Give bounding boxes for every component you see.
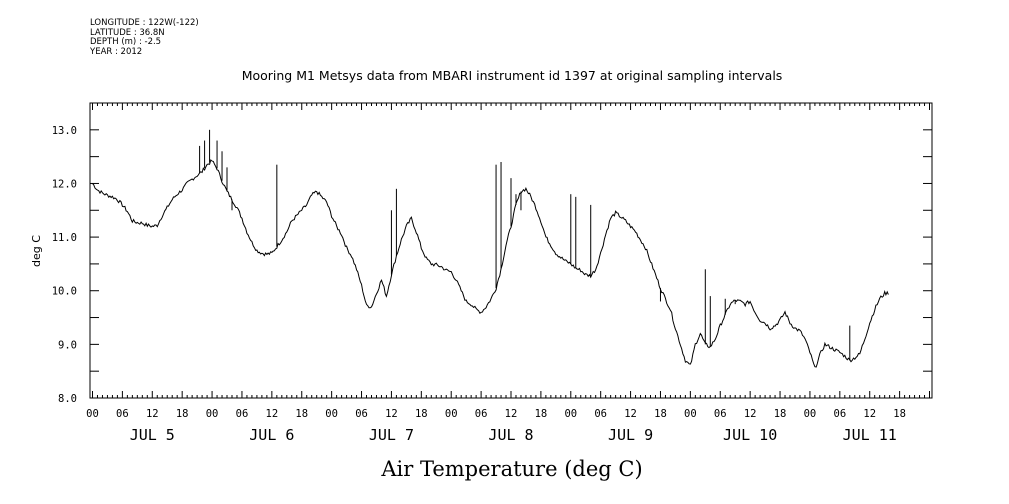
x-hour-label: 00: [86, 408, 99, 420]
x-day-label: JUL 11: [843, 426, 897, 444]
x-hour-label: 06: [355, 408, 368, 420]
y-tick-label: 13.0: [52, 125, 77, 137]
x-hour-label: 12: [385, 408, 398, 420]
axis-ticks: [90, 102, 932, 399]
x-hour-label: 00: [804, 408, 817, 420]
x-hour-label: 06: [714, 408, 727, 420]
y-tick-label: 10.0: [52, 286, 77, 298]
x-hour-label: 18: [295, 408, 308, 420]
x-hour-label: 00: [684, 408, 697, 420]
y-tick-label: 12.0: [52, 178, 77, 190]
x-day-label: JUL 7: [369, 426, 414, 444]
x-hour-label: 12: [863, 408, 876, 420]
x-hour-label: 00: [445, 408, 458, 420]
series-line: [92, 159, 889, 368]
y-axis-label: deg C: [30, 235, 43, 267]
y-tick-label: 11.0: [52, 232, 77, 244]
year-text: YEAR : 2012: [90, 46, 143, 57]
y-tick-label: 9.0: [58, 339, 77, 351]
x-hour-label: 00: [564, 408, 577, 420]
x-hour-label: 06: [236, 408, 249, 420]
x-hour-label: 06: [116, 408, 129, 420]
x-day-label: JUL 5: [130, 426, 175, 444]
x-hour-label: 00: [325, 408, 338, 420]
latitude-text: LATITUDE : 36.8N: [90, 27, 165, 38]
x-hour-label: 18: [176, 408, 189, 420]
x-day-label: JUL 9: [608, 426, 653, 444]
x-hour-label: 18: [535, 408, 548, 420]
y-tick-labels: 8.0 9.0 10.0 11.0 12.0 13.0: [52, 125, 77, 405]
x-hour-label: 12: [266, 408, 279, 420]
x-hour-label: 18: [654, 408, 667, 420]
x-hour-label: 12: [146, 408, 159, 420]
longitude-text: LONGITUDE : 122W(-122): [90, 18, 199, 28]
spike-marks: [199, 129, 851, 361]
x-hour-label: 12: [505, 408, 518, 420]
chart-title: Mooring M1 Metsys data from MBARI instru…: [242, 68, 783, 83]
x-hour-label: 12: [624, 408, 637, 420]
x-hour-label: 18: [774, 408, 787, 420]
depth-text: DEPTH (m) : -2.5: [90, 37, 162, 48]
x-axis-label: Air Temperature (deg C): [380, 457, 642, 481]
x-day-label: JUL 6: [249, 426, 294, 444]
x-hour-label: 18: [893, 408, 906, 420]
x-hour-label: 00: [206, 408, 219, 420]
x-day-label: JUL 8: [488, 426, 533, 444]
plot-frame: [89, 102, 933, 399]
x-day-label: JUL 10: [723, 426, 777, 444]
x-hour-label: 06: [594, 408, 607, 420]
y-tick-label: 8.0: [58, 393, 77, 405]
x-hour-label: 06: [834, 408, 847, 420]
x-hour-label: 06: [475, 408, 488, 420]
metadata-block: LONGITUDE : 122W(-122) LATITUDE : 36.8N …: [90, 18, 199, 57]
x-hour-label: 18: [415, 408, 428, 420]
x-hour-label: 12: [744, 408, 757, 420]
